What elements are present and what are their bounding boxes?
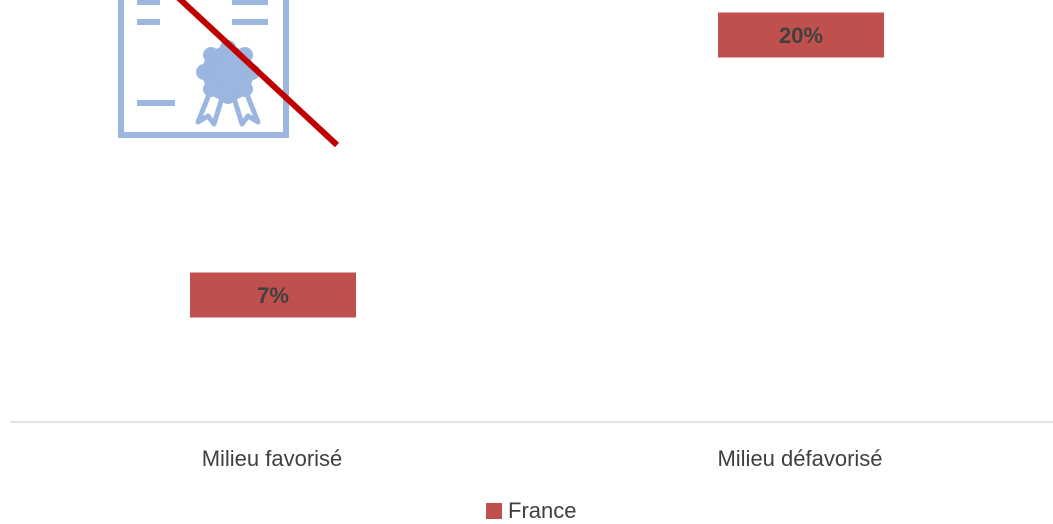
bars-layer: 7% 20% <box>190 12 884 318</box>
legend-label-france: France <box>508 498 577 523</box>
legend-swatch-france <box>486 503 502 519</box>
category-label-milieu-favorise: Milieu favorisé <box>201 446 343 471</box>
legend: France <box>486 498 576 524</box>
crossed-out-diploma-icon <box>118 0 340 148</box>
bar-value-label-1: 20% <box>779 23 823 48</box>
bar-0 <box>190 272 356 318</box>
bar-value-label-0: 7% <box>257 283 289 308</box>
bar-1 <box>718 12 884 58</box>
category-label-milieu-defavorise: Milieu défavorisé <box>717 446 883 471</box>
